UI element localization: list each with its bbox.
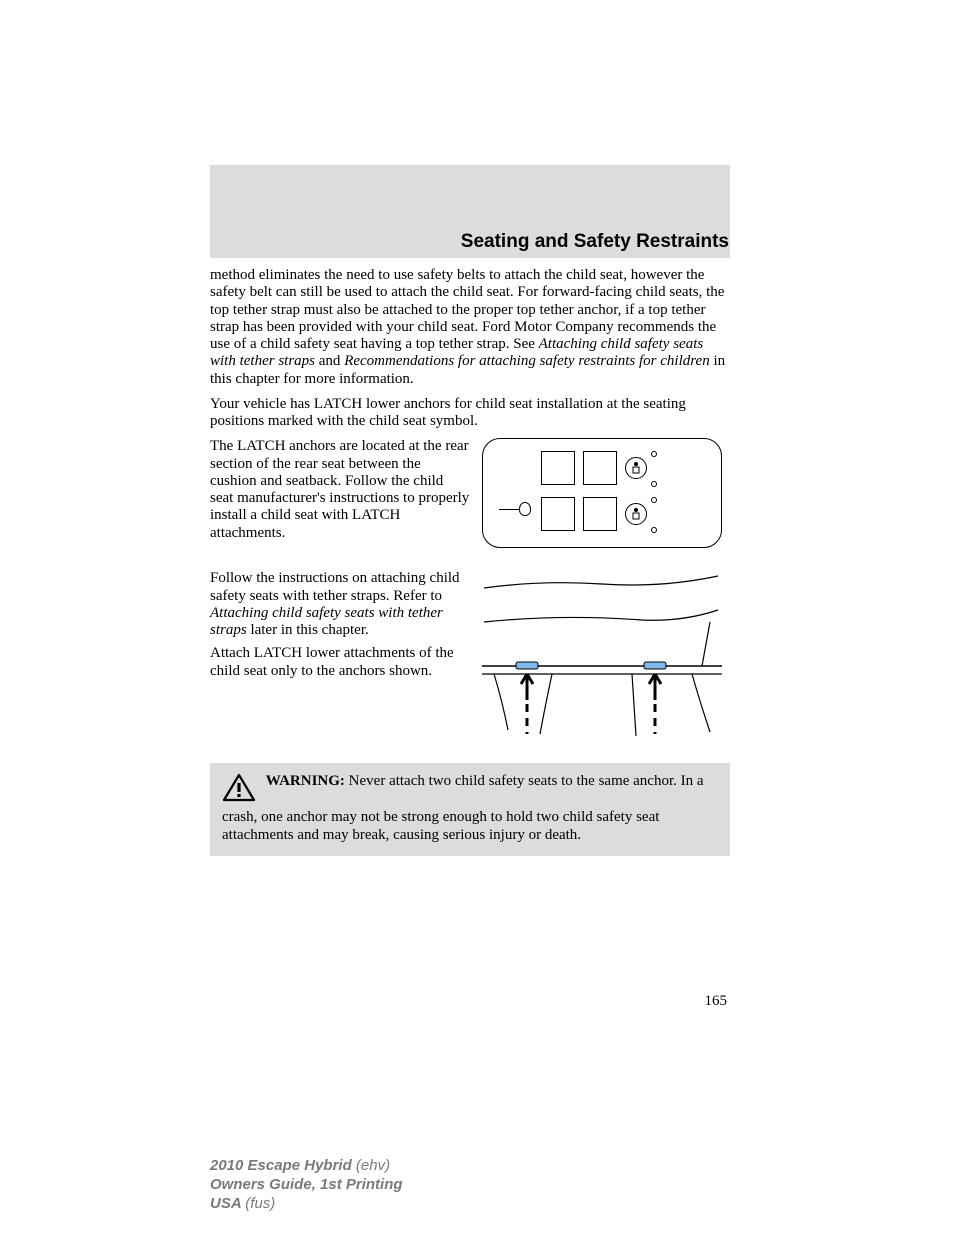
seat-square xyxy=(583,451,617,485)
content-area: method eliminates the need to use safety… xyxy=(210,267,730,856)
footer-line-2: Owners Guide, 1st Printing xyxy=(210,1176,403,1195)
warning-triangle-icon xyxy=(222,773,256,809)
footer-region: USA xyxy=(210,1195,245,1212)
seat-square xyxy=(583,497,617,531)
warning-box: WARNING: Never attach two child safety s… xyxy=(210,763,730,856)
anchor-dot xyxy=(651,451,657,457)
seat-layout-box xyxy=(482,438,722,548)
p4-text-a: Follow the instructions on attaching chi… xyxy=(210,570,460,603)
paragraph-2: Your vehicle has LATCH lower anchors for… xyxy=(210,396,730,431)
paragraph-1: method eliminates the need to use safety… xyxy=(210,267,730,388)
diagram-latch-anchors xyxy=(482,570,730,745)
p4-text-b: later in this chapter. xyxy=(247,622,369,638)
child-seat-symbol-icon xyxy=(625,503,647,525)
anchor-dot xyxy=(651,497,657,503)
page: Seating and Safety Restraints method eli… xyxy=(0,0,954,1235)
dash-line xyxy=(499,509,519,510)
footer-code-2: (fus) xyxy=(245,1195,275,1212)
p1-italic-2: Recommendations for attaching safety res… xyxy=(344,353,710,369)
airbag-icon xyxy=(519,502,531,516)
footer-code-1: (ehv) xyxy=(356,1157,390,1174)
seat-square xyxy=(541,451,575,485)
paragraph-3: The LATCH anchors are located at the rea… xyxy=(210,438,470,548)
p1-text-b: and xyxy=(315,353,344,369)
footer-line-3: USA (fus) xyxy=(210,1195,403,1214)
paragraph-5: Attach LATCH lower attachments of the ch… xyxy=(210,645,470,680)
col-text-2: Follow the instructions on attaching chi… xyxy=(210,570,470,745)
warning-label: WARNING: xyxy=(266,773,345,789)
page-number: 165 xyxy=(705,993,728,1010)
diagram-seat-positions xyxy=(482,438,730,548)
seat-square xyxy=(541,497,575,531)
anchor-line-drawing-icon xyxy=(482,570,722,745)
anchor-dot xyxy=(651,527,657,533)
row-latch-location: The LATCH anchors are located at the rea… xyxy=(210,438,730,548)
paragraph-4: Follow the instructions on attaching chi… xyxy=(210,570,470,639)
child-seat-symbol-icon xyxy=(625,457,647,479)
footer-model: 2010 Escape Hybrid xyxy=(210,1157,356,1174)
anchor-dot xyxy=(651,481,657,487)
warning-text: WARNING: Never attach two child safety s… xyxy=(222,773,704,842)
row-tether-instructions: Follow the instructions on attaching chi… xyxy=(210,570,730,745)
footer: 2010 Escape Hybrid (ehv) Owners Guide, 1… xyxy=(210,1157,403,1213)
section-title: Seating and Safety Restraints xyxy=(461,231,729,253)
footer-line-1: 2010 Escape Hybrid (ehv) xyxy=(210,1157,403,1176)
